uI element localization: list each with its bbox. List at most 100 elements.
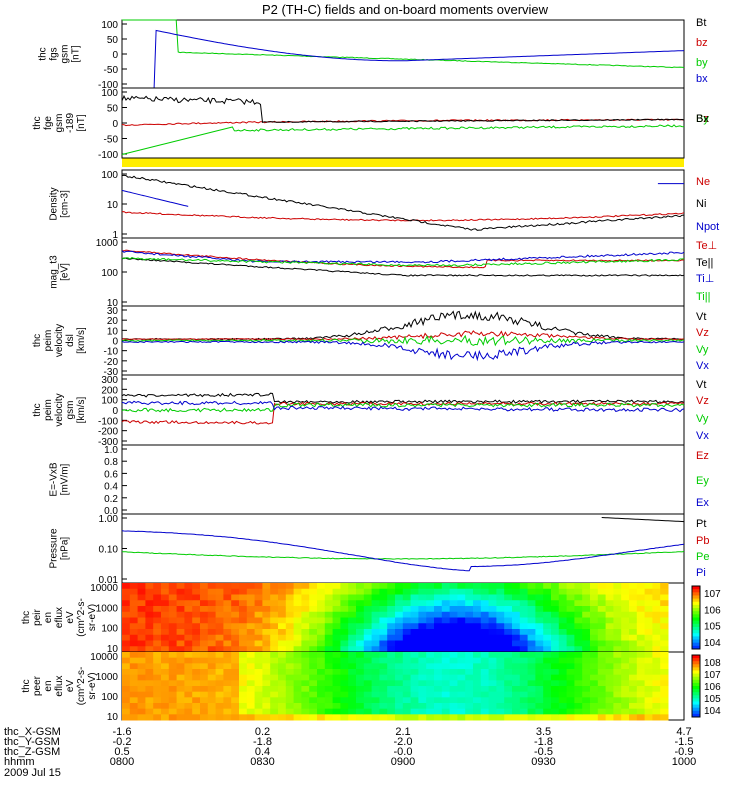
heat-cell <box>480 674 490 681</box>
x-tick-label: -0.5 <box>534 746 553 758</box>
heat-cell <box>231 652 240 659</box>
heat-cell <box>597 588 607 595</box>
colorbar-step <box>692 689 700 693</box>
heat-cell <box>480 594 490 601</box>
heat-cell <box>636 714 646 721</box>
y-axis-label-line: gsm <box>60 45 71 64</box>
x-tick-label: -1.5 <box>675 736 694 748</box>
heat-cell <box>566 617 575 624</box>
heat-cell <box>215 623 224 630</box>
heat-cell <box>395 708 404 715</box>
heat-cell <box>574 611 583 618</box>
heat-cell <box>270 583 279 590</box>
heat-cell <box>356 617 365 624</box>
heat-cell <box>168 714 178 721</box>
heat-cell <box>551 708 560 715</box>
heat-cell <box>574 640 583 647</box>
heat-cell <box>613 623 622 630</box>
heat-cell <box>574 617 583 624</box>
heat-cell <box>543 629 552 636</box>
heat-cell <box>434 611 443 618</box>
heat-cell <box>215 686 224 693</box>
heat-cell <box>605 646 614 653</box>
heat-cell <box>519 600 529 607</box>
heat-cell <box>473 697 482 704</box>
heat-cell <box>457 646 466 653</box>
heat-cell <box>317 680 326 687</box>
heat-cell <box>176 652 185 659</box>
heat-cell <box>395 640 404 647</box>
heat-cell <box>496 617 505 624</box>
heat-cell <box>621 646 630 653</box>
heat-cell <box>652 634 661 641</box>
heat-cell <box>426 588 435 595</box>
heat-cell <box>527 663 536 670</box>
heat-cell <box>161 652 170 659</box>
heat-cell <box>262 652 271 659</box>
heat-cell <box>363 617 373 624</box>
heat-cell <box>293 657 302 664</box>
heat-cell <box>582 583 591 590</box>
heat-cell <box>402 646 412 653</box>
heat-cell <box>621 600 630 607</box>
y-tick-label: -50 <box>104 135 119 146</box>
heat-cell <box>395 583 404 590</box>
heat-cell <box>473 714 482 721</box>
heat-cell <box>200 600 209 607</box>
heat-cell <box>402 697 412 704</box>
heat-cell <box>309 600 318 607</box>
heat-cell <box>363 703 373 710</box>
heat-cell <box>636 657 646 664</box>
heat-cell <box>434 588 443 595</box>
heat-cell <box>348 663 357 670</box>
heat-cell <box>153 703 162 710</box>
heat-cell <box>239 634 248 641</box>
colorbar-step <box>692 679 700 684</box>
heat-cell <box>395 629 404 636</box>
colorbar-step <box>692 604 700 609</box>
heat-cell <box>636 583 646 590</box>
heat-cell <box>324 646 334 653</box>
heat-cell <box>200 674 209 681</box>
heat-cell <box>270 617 279 624</box>
heat-cell <box>379 640 388 647</box>
heat-cell <box>613 674 622 681</box>
y-tick-label: 50 <box>107 35 119 46</box>
y-tick-label: 10 <box>107 644 119 655</box>
heat-cell <box>597 600 607 607</box>
heat-cell <box>527 606 536 613</box>
heat-cell <box>574 600 583 607</box>
heat-cell <box>363 640 373 647</box>
heat-cell <box>309 629 318 636</box>
heat-cell <box>168 686 178 693</box>
heat-cell <box>161 691 170 698</box>
heat-cell <box>278 697 287 704</box>
heat-cell <box>480 606 490 613</box>
heat-cell <box>465 583 474 590</box>
heat-cell <box>371 646 380 653</box>
heat-cell <box>356 714 365 721</box>
heat-cell <box>239 652 248 659</box>
heat-cell <box>449 583 458 590</box>
heat-cell <box>137 640 146 647</box>
heat-cell <box>535 634 544 641</box>
heat-cell <box>324 674 334 681</box>
heat-cell <box>535 617 544 624</box>
heat-cell <box>145 691 154 698</box>
heat-cell <box>543 691 552 698</box>
heat-cell <box>410 606 419 613</box>
heat-cell <box>129 640 139 647</box>
heat-cell <box>613 611 622 618</box>
heat-cell <box>254 703 263 710</box>
heat-cell <box>356 663 365 670</box>
heat-cell <box>582 629 591 636</box>
heat-cell <box>363 657 373 664</box>
heat-cell <box>215 606 224 613</box>
heat-cell <box>605 634 614 641</box>
y-axis-label-line: en <box>43 612 54 623</box>
heat-cell <box>449 606 458 613</box>
heat-cell <box>348 691 357 698</box>
heat-cell <box>356 691 365 698</box>
heat-cell <box>629 646 638 653</box>
heat-cell <box>590 686 599 693</box>
